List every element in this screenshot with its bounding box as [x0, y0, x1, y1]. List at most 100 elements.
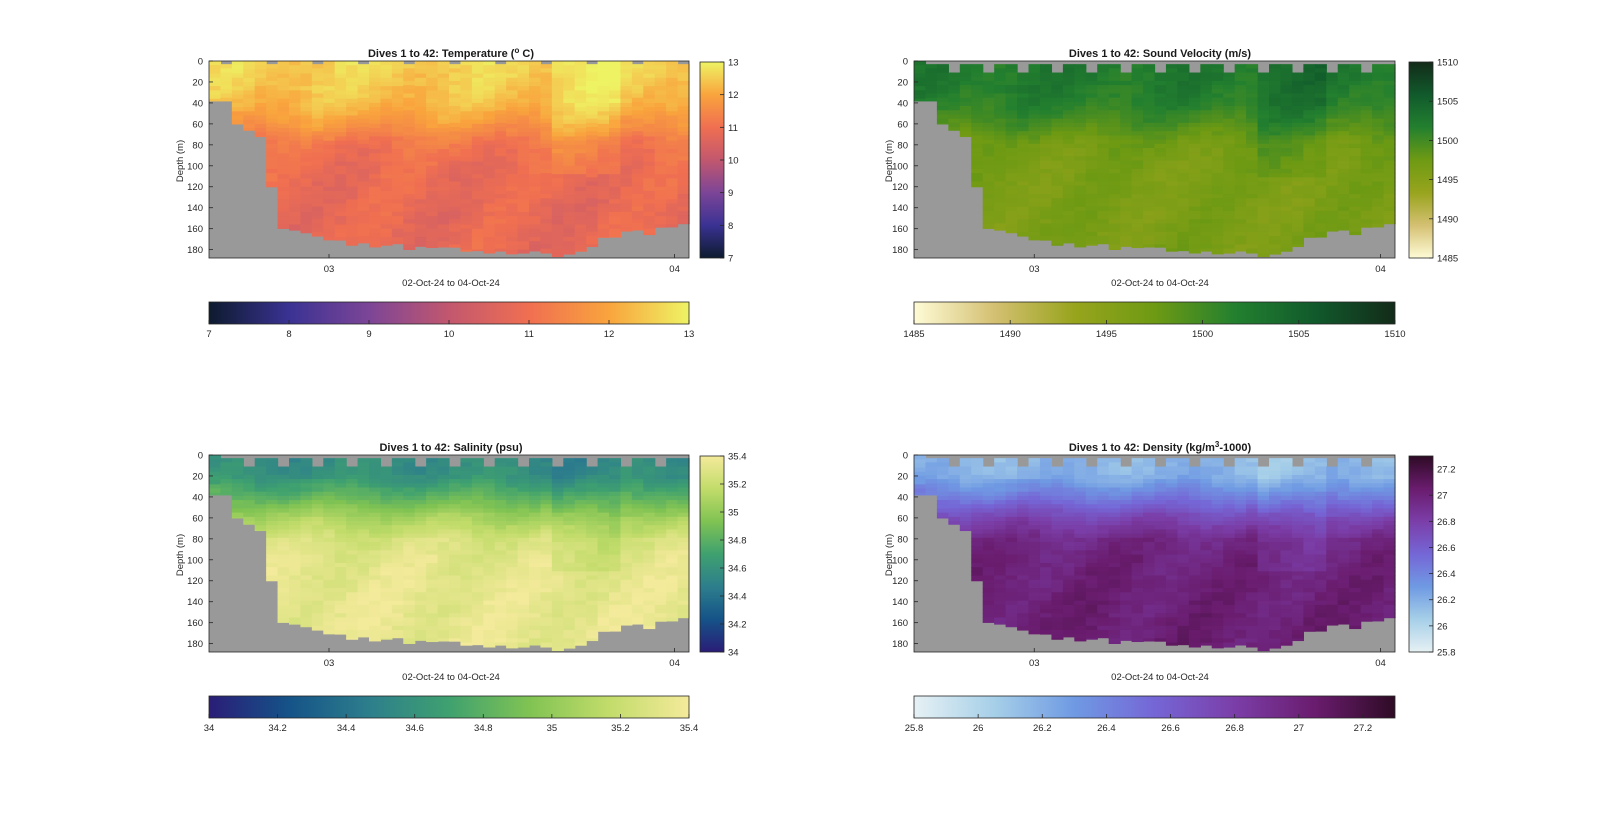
heatmap-cell — [449, 508, 462, 514]
heatmap-cell — [517, 491, 530, 497]
heatmap-cell — [1291, 110, 1304, 116]
heatmap-cell — [994, 101, 1007, 107]
heatmap-cell — [506, 613, 519, 619]
heatmap-cell — [403, 558, 416, 564]
heatmap-cell — [529, 136, 542, 142]
heatmap-cell — [460, 575, 473, 581]
heatmap-cell — [574, 186, 587, 192]
dive-column — [517, 61, 530, 254]
heatmap-cell — [494, 609, 507, 614]
heatmap-cell — [517, 232, 530, 238]
heatmap-cell — [1326, 97, 1339, 103]
heatmap-cell — [449, 235, 462, 241]
heatmap-cell — [574, 458, 587, 463]
heatmap-cell — [483, 571, 496, 577]
heatmap-cell — [574, 596, 587, 602]
heatmap-cell — [1097, 131, 1110, 136]
heatmap-cell — [483, 562, 496, 568]
heatmap-cell — [426, 161, 439, 167]
heatmap-cell — [517, 558, 530, 564]
heatmap-cell — [403, 219, 416, 225]
heatmap-cell — [231, 94, 244, 100]
heatmap-cell — [403, 152, 416, 157]
heatmap-cell — [620, 165, 633, 171]
heatmap-cell — [1383, 185, 1396, 191]
heatmap-cell — [994, 89, 1007, 95]
heatmap-cell — [1383, 152, 1396, 157]
heatmap-cell — [391, 600, 404, 606]
heatmap-cell — [243, 483, 256, 489]
heatmap-cell — [540, 147, 553, 153]
heatmap-cell — [643, 220, 656, 226]
heatmap-cell — [369, 157, 382, 163]
heatmap-cell — [483, 617, 496, 623]
heatmap-cell — [334, 149, 347, 154]
heatmap-cell — [1074, 110, 1087, 116]
heatmap-cell — [1234, 202, 1247, 208]
heatmap-cell — [403, 110, 416, 116]
heatmap-cell — [1062, 80, 1075, 86]
heatmap-cell — [266, 114, 279, 120]
heatmap-cell — [1269, 89, 1282, 95]
heatmap-cell — [654, 98, 667, 104]
dive-column — [231, 458, 244, 519]
heatmap-cell — [277, 128, 290, 133]
heatmap-cell — [1269, 114, 1282, 120]
heatmap-cell — [540, 516, 553, 522]
heatmap-cell — [1223, 97, 1236, 103]
heatmap-cell — [994, 85, 1007, 90]
heatmap-cell — [1108, 244, 1121, 250]
heatmap-cell — [1154, 156, 1167, 162]
heatmap-cell — [311, 609, 324, 614]
dive-column — [654, 61, 667, 228]
heatmap-cell — [209, 459, 222, 464]
heatmap-cell — [460, 596, 473, 602]
heatmap-cell — [1074, 194, 1087, 199]
heatmap-cell — [449, 185, 462, 191]
heatmap-cell — [551, 500, 564, 505]
heatmap-cell — [643, 65, 656, 70]
heatmap-cell — [380, 140, 393, 146]
heatmap-cell — [551, 119, 564, 125]
heatmap-cell — [994, 202, 1007, 208]
y-tick-label: 60 — [192, 119, 203, 130]
heatmap-cell — [1017, 231, 1030, 237]
dive-column — [1291, 72, 1304, 248]
heatmap-cell — [1177, 97, 1190, 103]
heatmap-cell — [300, 458, 313, 463]
heatmap-cell — [631, 458, 644, 463]
dive-column — [620, 466, 633, 626]
heatmap-cell — [1017, 168, 1030, 174]
heatmap-cell — [551, 211, 564, 217]
heatmap-cell — [449, 80, 462, 86]
heatmap-cell — [620, 621, 633, 626]
heatmap-cell — [449, 500, 462, 505]
heatmap-cell — [209, 455, 222, 460]
heatmap-cell — [414, 592, 427, 598]
heatmap-cell — [1120, 89, 1133, 95]
dive-column — [346, 466, 359, 640]
heatmap-cell — [380, 161, 393, 167]
heatmap-cell — [971, 177, 984, 183]
heatmap-cell — [631, 122, 644, 128]
heatmap-cell — [609, 600, 622, 606]
heatmap-cell — [437, 132, 450, 138]
heatmap-cell — [1291, 127, 1304, 132]
heatmap-cell — [1257, 156, 1270, 162]
heatmap-cell — [346, 479, 359, 484]
heatmap-cell — [483, 621, 496, 627]
heatmap-cell — [551, 249, 564, 255]
heatmap-cell — [494, 152, 507, 157]
dive-column — [437, 458, 450, 642]
heatmap-cell — [506, 245, 519, 251]
heatmap-cell — [323, 562, 336, 568]
heatmap-cell — [483, 625, 496, 631]
heatmap-cell — [1349, 131, 1362, 136]
heatmap-cell — [1211, 231, 1224, 237]
heatmap-cell — [460, 86, 473, 91]
heatmap-cell — [391, 508, 404, 514]
heatmap-cell — [369, 81, 382, 87]
heatmap-cell — [529, 462, 542, 468]
heatmap-cell — [323, 232, 336, 238]
